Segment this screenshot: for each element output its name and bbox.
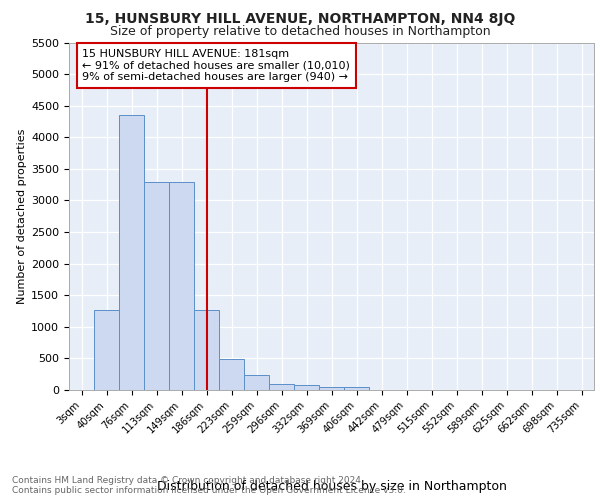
Bar [294, 385, 319, 390]
Bar [94, 310, 119, 390]
Text: Size of property relative to detached houses in Northampton: Size of property relative to detached ho… [110, 25, 490, 38]
Bar [244, 375, 269, 390]
X-axis label: Distribution of detached houses by size in Northampton: Distribution of detached houses by size … [157, 480, 506, 493]
Text: Contains HM Land Registry data © Crown copyright and database right 2024.
Contai: Contains HM Land Registry data © Crown c… [12, 476, 406, 495]
Bar [119, 115, 144, 390]
Bar [194, 310, 219, 390]
Bar [144, 182, 169, 390]
Text: 15, HUNSBURY HILL AVENUE, NORTHAMPTON, NN4 8JQ: 15, HUNSBURY HILL AVENUE, NORTHAMPTON, N… [85, 12, 515, 26]
Bar [269, 384, 294, 390]
Bar [169, 182, 194, 390]
Y-axis label: Number of detached properties: Number of detached properties [17, 128, 27, 304]
Bar [344, 386, 369, 390]
Text: 15 HUNSBURY HILL AVENUE: 181sqm
← 91% of detached houses are smaller (10,010)
9%: 15 HUNSBURY HILL AVENUE: 181sqm ← 91% of… [82, 49, 350, 82]
Bar [319, 386, 344, 390]
Bar [219, 359, 244, 390]
